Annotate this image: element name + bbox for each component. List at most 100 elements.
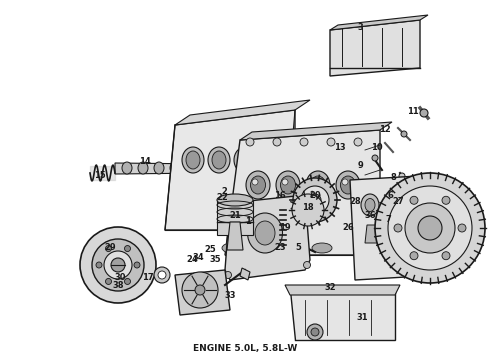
Circle shape	[311, 328, 319, 336]
Ellipse shape	[170, 162, 180, 174]
Circle shape	[401, 131, 407, 137]
Text: 15: 15	[94, 171, 106, 180]
Text: 20: 20	[309, 190, 321, 199]
Ellipse shape	[260, 147, 282, 173]
Ellipse shape	[311, 176, 325, 194]
Text: 8: 8	[390, 174, 396, 183]
Ellipse shape	[264, 151, 278, 169]
Circle shape	[375, 173, 485, 283]
Circle shape	[158, 271, 166, 279]
Polygon shape	[387, 230, 407, 248]
Polygon shape	[115, 163, 210, 174]
Circle shape	[410, 252, 418, 260]
Circle shape	[105, 278, 112, 284]
Circle shape	[96, 262, 102, 268]
Ellipse shape	[401, 215, 411, 228]
Ellipse shape	[208, 147, 230, 173]
Ellipse shape	[306, 171, 330, 199]
Circle shape	[405, 203, 455, 253]
Ellipse shape	[280, 176, 295, 194]
Text: 12: 12	[379, 126, 391, 135]
Ellipse shape	[217, 194, 253, 206]
Circle shape	[309, 194, 321, 206]
Ellipse shape	[312, 243, 332, 253]
Ellipse shape	[365, 198, 375, 211]
Circle shape	[246, 138, 254, 146]
Text: 14: 14	[139, 158, 151, 166]
Text: 31: 31	[356, 314, 368, 323]
Text: 38: 38	[112, 280, 124, 289]
Ellipse shape	[252, 243, 272, 253]
Polygon shape	[225, 195, 310, 280]
Ellipse shape	[342, 179, 348, 185]
Circle shape	[296, 197, 303, 203]
Circle shape	[303, 261, 311, 269]
Polygon shape	[240, 268, 250, 280]
Polygon shape	[227, 222, 243, 250]
Polygon shape	[240, 122, 392, 140]
Ellipse shape	[154, 162, 164, 174]
Polygon shape	[165, 110, 295, 230]
Ellipse shape	[186, 151, 200, 169]
Circle shape	[292, 194, 324, 226]
Circle shape	[392, 215, 398, 221]
Ellipse shape	[361, 194, 379, 216]
Ellipse shape	[212, 151, 226, 169]
Circle shape	[231, 202, 239, 208]
Polygon shape	[175, 100, 310, 125]
Ellipse shape	[182, 147, 204, 173]
Circle shape	[80, 227, 156, 303]
Text: 29: 29	[104, 243, 116, 252]
Circle shape	[410, 196, 418, 204]
Circle shape	[182, 272, 218, 308]
Text: 25: 25	[204, 246, 216, 255]
Circle shape	[300, 138, 308, 146]
Ellipse shape	[397, 210, 415, 232]
Circle shape	[458, 224, 466, 232]
Text: 27: 27	[392, 198, 404, 207]
Circle shape	[111, 258, 125, 272]
Text: 7: 7	[385, 216, 391, 225]
Ellipse shape	[336, 171, 360, 199]
Ellipse shape	[238, 151, 252, 169]
Text: 30: 30	[114, 274, 126, 283]
Circle shape	[105, 246, 112, 252]
Ellipse shape	[419, 222, 429, 235]
Circle shape	[124, 278, 130, 284]
Text: 26: 26	[342, 224, 354, 233]
Text: 18: 18	[302, 203, 314, 212]
Circle shape	[293, 178, 337, 222]
Ellipse shape	[383, 207, 393, 220]
Circle shape	[273, 138, 281, 146]
Polygon shape	[330, 20, 420, 76]
Ellipse shape	[282, 179, 288, 185]
Circle shape	[307, 324, 323, 340]
Ellipse shape	[247, 213, 283, 253]
Ellipse shape	[234, 147, 256, 173]
Circle shape	[299, 243, 305, 249]
Polygon shape	[409, 235, 429, 253]
Circle shape	[418, 216, 442, 240]
Text: 5: 5	[295, 243, 301, 252]
Polygon shape	[217, 200, 253, 235]
Ellipse shape	[252, 179, 258, 185]
Ellipse shape	[138, 162, 148, 174]
Text: 21: 21	[229, 211, 241, 220]
Polygon shape	[290, 290, 395, 340]
Text: 9: 9	[357, 161, 363, 170]
Polygon shape	[330, 15, 428, 30]
Text: 28: 28	[349, 198, 361, 207]
Ellipse shape	[186, 162, 196, 174]
Text: 6: 6	[387, 190, 393, 199]
Text: 19: 19	[279, 224, 291, 233]
Ellipse shape	[222, 243, 242, 253]
Circle shape	[420, 109, 428, 117]
Ellipse shape	[341, 176, 356, 194]
Circle shape	[195, 285, 205, 295]
Ellipse shape	[282, 243, 302, 253]
Text: 2: 2	[221, 188, 227, 197]
Text: 34: 34	[192, 253, 204, 262]
Circle shape	[442, 252, 450, 260]
Text: 1: 1	[245, 217, 251, 226]
Polygon shape	[350, 175, 440, 280]
